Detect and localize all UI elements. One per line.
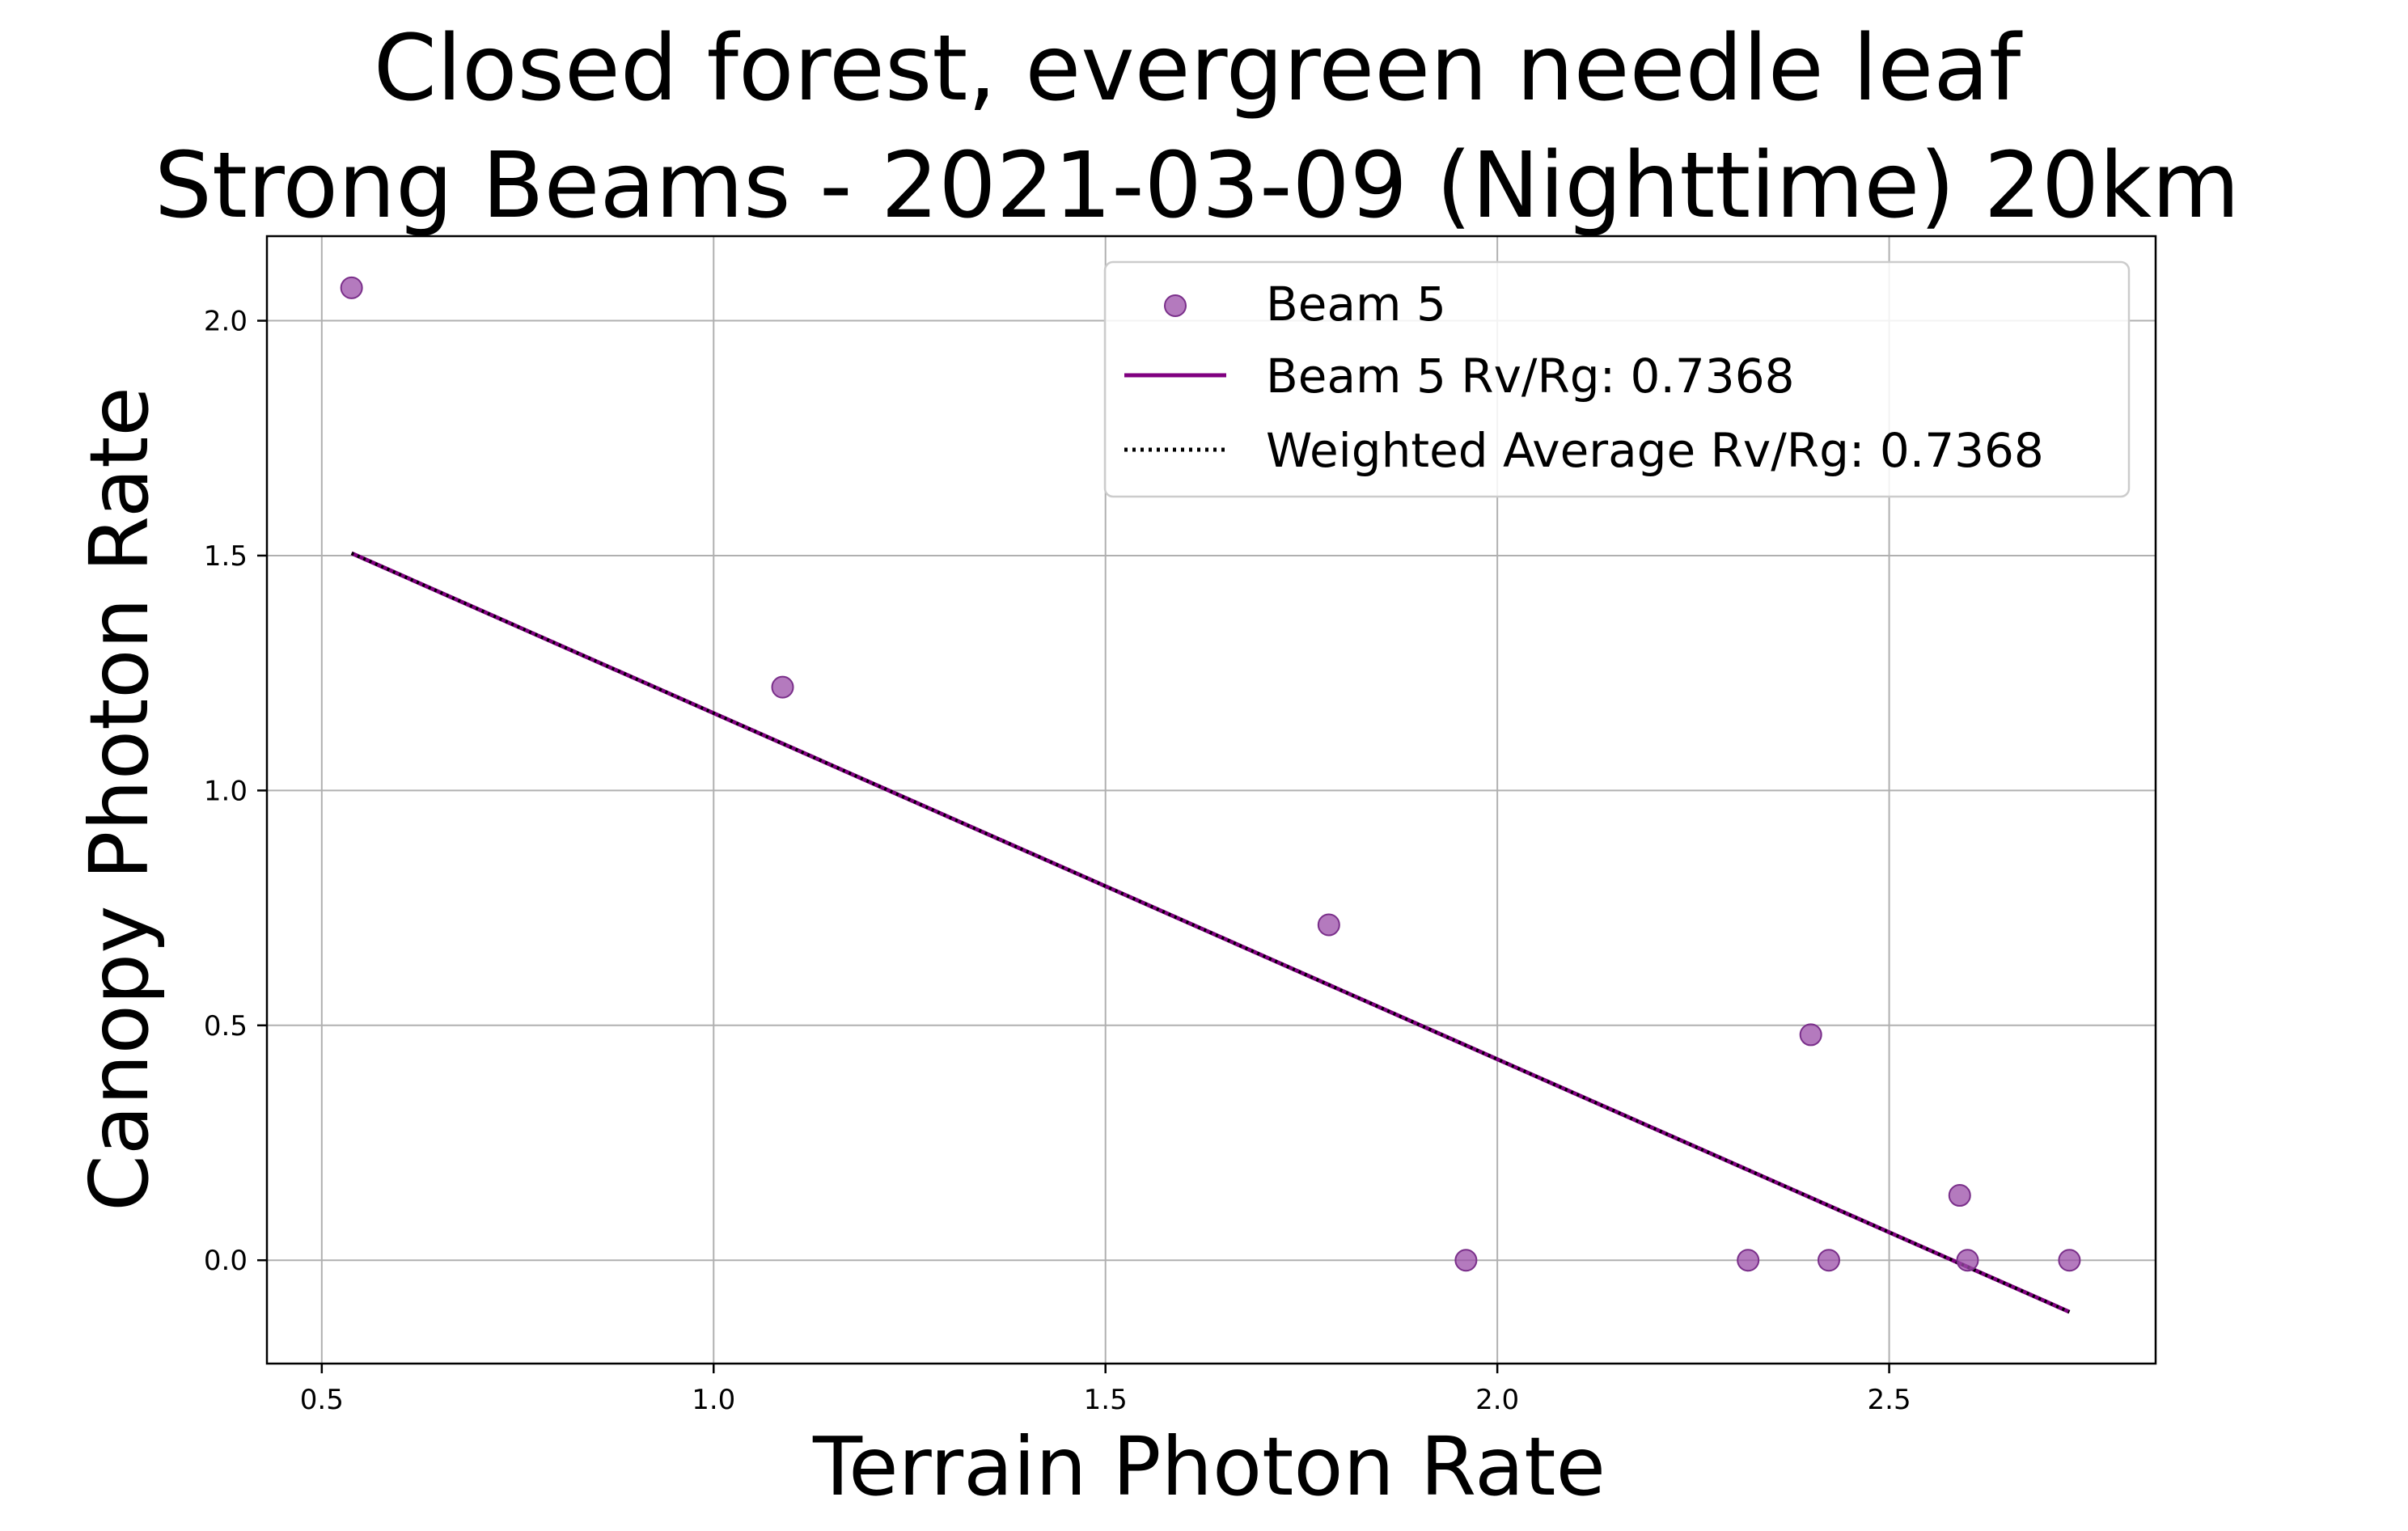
x-axis-label: Terrain Photon Rate — [812, 1419, 1606, 1514]
scatter-point — [340, 276, 363, 299]
chart-title-line-1: Closed forest, evergreen needle leaf — [374, 16, 2023, 121]
legend: Beam 5 Beam 5 Rv/Rg: 0.7368 Weighted Ave… — [1103, 260, 2131, 498]
x-tick-label: 1.5 — [1084, 1384, 1128, 1416]
x-tick-label: 0.5 — [300, 1384, 344, 1416]
y-tick-label: 0.5 — [204, 1010, 248, 1043]
scatter-point — [771, 675, 794, 699]
x-tick-label: 1.0 — [692, 1384, 735, 1416]
plot-frame — [265, 235, 2157, 1365]
legend-label-line: Beam 5 Rv/Rg: 0.7368 — [1266, 349, 1795, 404]
ticks: 0.5 1.0 1.5 2.0 2.5 0.0 0.5 1.0 1.5 2.0 — [204, 306, 1911, 1416]
chart-title-line-2: Strong Beams - 2021-03-09 (Nighttime) 20… — [154, 133, 2240, 239]
scatter-point — [2058, 1249, 2081, 1272]
scatter-point — [1948, 1184, 1971, 1207]
y-tick-label: 0.0 — [204, 1245, 248, 1277]
y-tick-label: 1.5 — [204, 540, 248, 573]
legend-marker-scatter — [1164, 294, 1187, 317]
scatter-point — [1737, 1249, 1760, 1272]
y-axis-label: Canopy Photon Rate — [72, 387, 167, 1212]
series-layer — [340, 276, 2081, 1314]
scatter-point — [1454, 1249, 1478, 1272]
y-tick-label: 2.0 — [204, 306, 248, 338]
scatter-point — [1956, 1249, 1979, 1272]
x-tick-label: 2.0 — [1475, 1384, 1519, 1416]
fit-line-weighted-average — [350, 552, 2071, 1313]
legend-frame — [1103, 260, 2131, 498]
legend-label-scatter: Beam 5 — [1266, 277, 1446, 332]
scatter-point — [1317, 913, 1340, 937]
x-tick-label: 2.5 — [1868, 1384, 1911, 1416]
scatter-point — [1799, 1023, 1822, 1047]
y-tick-label: 1.0 — [204, 775, 248, 807]
legend-label-dotted: Weighted Average Rv/Rg: 0.7368 — [1266, 423, 2044, 478]
scatter-point — [1817, 1249, 1840, 1272]
